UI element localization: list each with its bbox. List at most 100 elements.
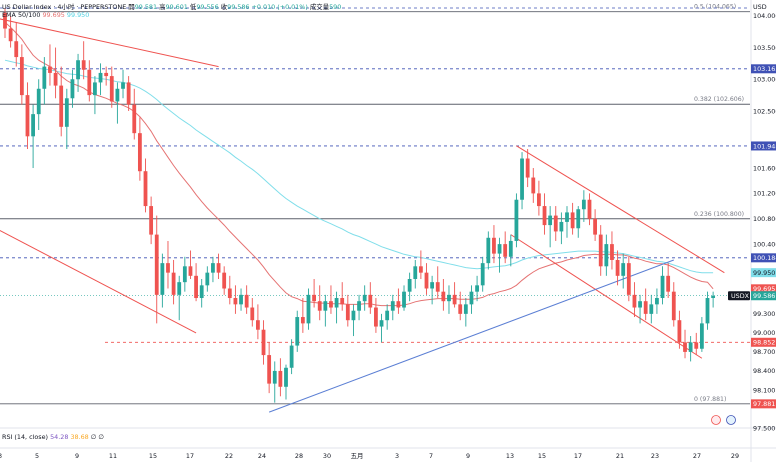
candle — [604, 234, 609, 276]
rsi-label: RSI (14, close) — [2, 433, 49, 441]
candle — [317, 285, 322, 321]
candle-body — [553, 215, 558, 232]
candle-body — [671, 291, 676, 321]
candle — [323, 294, 328, 327]
candle-body — [19, 57, 24, 96]
candle-body — [688, 342, 693, 352]
price-tick-label: 98.100 — [753, 386, 775, 394]
candle — [548, 206, 553, 248]
time-tick-label: 五月 — [351, 452, 364, 460]
price-tick-label: 98.400 — [753, 367, 775, 375]
time-tick-label: 22 — [225, 452, 233, 460]
candle — [8, 15, 13, 48]
candle — [705, 291, 710, 330]
candle — [542, 193, 547, 235]
candle-body — [194, 275, 198, 299]
candle — [244, 285, 249, 314]
time-tick-label: 29 — [731, 452, 739, 460]
symbol-header: US Dollar Index · 4小时 · PEPPERSTONE 開 99.… — [2, 2, 341, 11]
candle-body — [469, 291, 474, 305]
candle-body — [643, 301, 648, 314]
candle-body — [222, 272, 227, 289]
close-value: 99.586 — [227, 3, 250, 11]
candle-body — [121, 82, 125, 89]
candle — [250, 298, 255, 327]
time-tick-label: 21 — [616, 452, 624, 460]
candle-body — [239, 294, 243, 305]
candle-body — [132, 104, 137, 134]
candle-body — [385, 310, 390, 321]
time-tick-label: 15 — [538, 452, 546, 460]
close-label: 收 — [220, 3, 228, 11]
candle — [362, 285, 367, 311]
candle — [390, 294, 395, 321]
candle — [581, 190, 586, 222]
candle-body — [374, 307, 378, 327]
symbol-name[interactable]: US Dollar Index · 4小时 · PEPPERSTONE — [2, 3, 127, 11]
candle — [458, 291, 463, 321]
price-tick-label: 102.500 — [753, 107, 776, 115]
ema50-value: 99.695 — [42, 11, 65, 19]
volume-value: 590 — [329, 3, 342, 11]
time-tick-label: 15 — [149, 452, 157, 460]
candle-body — [424, 272, 429, 289]
candle — [98, 63, 103, 96]
candle-body — [559, 221, 564, 232]
candle — [160, 253, 165, 308]
price-tag: 97.881 — [753, 400, 775, 408]
fib-level-label: 0.5 (104.065) — [694, 4, 736, 11]
candle-body — [508, 240, 513, 257]
price-tick-label: 100.800 — [753, 215, 776, 223]
candle — [452, 282, 457, 308]
candle-body — [256, 320, 260, 330]
low-value: 99.556 — [196, 3, 219, 11]
candle-body — [418, 266, 423, 273]
candle — [267, 342, 272, 394]
candle — [677, 310, 682, 349]
candle — [525, 149, 530, 188]
candle — [233, 285, 238, 314]
price-tag: 100.184 — [753, 254, 776, 262]
candle — [503, 231, 508, 264]
candle-body — [272, 370, 277, 384]
candle-body — [407, 278, 412, 292]
candle — [357, 294, 361, 321]
candle — [379, 313, 384, 343]
candle — [36, 79, 41, 130]
candle — [126, 76, 131, 111]
candle-body — [655, 298, 659, 305]
candle-body — [149, 206, 154, 235]
candle — [475, 275, 479, 302]
candle — [666, 263, 671, 299]
candle-body — [610, 244, 614, 260]
candle — [570, 202, 575, 235]
economic-event-icon — [711, 415, 721, 425]
open-label: 開 — [128, 3, 135, 11]
candle-body — [666, 275, 671, 292]
candle-body — [638, 301, 642, 308]
candle-body — [340, 298, 345, 305]
candle-body — [166, 263, 170, 273]
candle-body — [632, 294, 637, 308]
rsi-zero-2: ∅ — [98, 433, 104, 441]
candle — [632, 282, 637, 318]
candle — [711, 291, 716, 308]
candle — [295, 310, 300, 352]
candle — [284, 364, 288, 400]
candle-body — [581, 199, 586, 210]
ema-legend[interactable]: EMA 50/100 99.695 99.950 — [2, 11, 89, 19]
candle-body — [289, 345, 294, 368]
candle-body — [480, 263, 485, 286]
candle-body — [621, 263, 626, 276]
price-tag-bg — [751, 268, 776, 278]
low-label: 低 — [189, 3, 197, 11]
candle-body — [351, 310, 356, 321]
candle-body — [36, 88, 41, 115]
candle-body — [109, 76, 114, 102]
candle-body — [357, 301, 361, 311]
candle-body — [188, 266, 193, 276]
candle-body — [587, 199, 592, 219]
rsi-legend[interactable]: RSI (14, close) 54.28 38.68 ∅ ∅ — [2, 433, 104, 441]
trend-line — [510, 234, 703, 359]
